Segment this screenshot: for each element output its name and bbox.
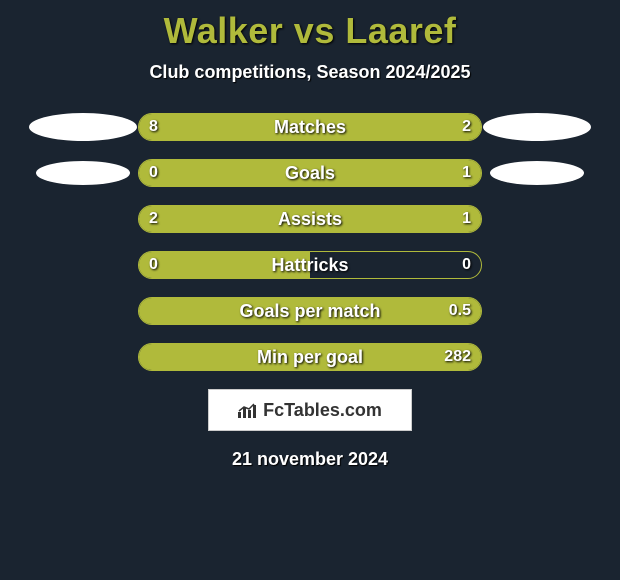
- player-ellipse-icon: [490, 161, 584, 185]
- stat-bar: 0.5Goals per match: [138, 297, 482, 325]
- subtitle: Club competitions, Season 2024/2025: [0, 62, 620, 83]
- stat-row: 00Hattricks: [0, 251, 620, 279]
- bar-fill-left: [139, 114, 413, 140]
- stat-value-right: 2: [462, 114, 471, 140]
- right-icon-slot: [482, 113, 592, 141]
- stat-row: 0.5Goals per match: [0, 297, 620, 325]
- stat-row: 21Assists: [0, 205, 620, 233]
- stat-row: 282Min per goal: [0, 343, 620, 371]
- right-icon-slot: [482, 161, 592, 185]
- player2-name: Laaref: [345, 10, 456, 51]
- stat-row: 82Matches: [0, 113, 620, 141]
- chart-icon: [238, 402, 258, 418]
- bar-fill-left: [139, 206, 365, 232]
- bar-fill-left: [139, 252, 310, 278]
- stat-value-left: 8: [149, 114, 158, 140]
- fctables-badge[interactable]: FcTables.com: [208, 389, 412, 431]
- stat-row: 01Goals: [0, 159, 620, 187]
- stat-value-right: 0.5: [449, 298, 471, 324]
- stat-bar: 01Goals: [138, 159, 482, 187]
- stat-value-left: 0: [149, 160, 158, 186]
- bar-fill-right: [139, 298, 481, 324]
- bar-fill-right: [201, 160, 481, 186]
- bar-fill-right: [139, 344, 481, 370]
- stat-value-right: 1: [462, 206, 471, 232]
- stat-value-left: 2: [149, 206, 158, 232]
- left-icon-slot: [28, 113, 138, 141]
- stat-value-right: 282: [444, 344, 471, 370]
- page-title: Walker vs Laaref: [0, 10, 620, 52]
- stat-bar: 82Matches: [138, 113, 482, 141]
- stats-chart: 82Matches01Goals21Assists00Hattricks0.5G…: [0, 113, 620, 371]
- vs-text: vs: [294, 10, 335, 51]
- stat-bar: 282Min per goal: [138, 343, 482, 371]
- stat-bar: 00Hattricks: [138, 251, 482, 279]
- stat-value-left: 0: [149, 252, 158, 278]
- player-ellipse-icon: [29, 113, 137, 141]
- stat-value-right: 0: [462, 252, 471, 278]
- player1-name: Walker: [164, 10, 284, 51]
- left-icon-slot: [28, 161, 138, 185]
- player-ellipse-icon: [483, 113, 591, 141]
- date-text: 21 november 2024: [0, 449, 620, 470]
- stat-value-right: 1: [462, 160, 471, 186]
- player-ellipse-icon: [36, 161, 130, 185]
- stat-bar: 21Assists: [138, 205, 482, 233]
- badge-text: FcTables.com: [263, 400, 382, 421]
